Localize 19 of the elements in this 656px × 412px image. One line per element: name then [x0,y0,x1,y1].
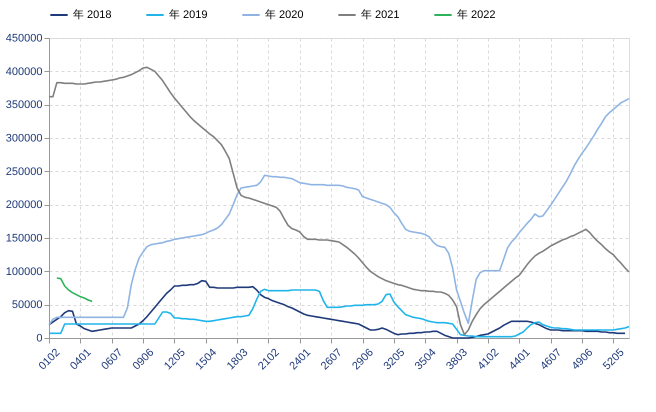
legend-label: 年 2019 [169,9,208,21]
y-tick-label: 0 [36,332,42,344]
legend-label: 年 2020 [265,9,304,21]
y-tick-label: 50000 [12,299,42,312]
y-tick-label: 100000 [6,266,42,278]
legend-label: 年 2022 [457,9,496,21]
line-series [48,98,630,326]
y-tick-label: 300000 [6,132,42,144]
legend-label: 年 2021 [361,9,400,21]
y-tick-label: 350000 [6,99,42,112]
y-tick-label: 400000 [6,66,42,78]
y-tick-label: 250000 [6,166,42,178]
y-tick-label: 450000 [6,32,42,44]
legend-label: 年 2018 [73,9,112,21]
line-series [56,277,93,302]
line-series [48,66,630,336]
line-series [48,280,626,339]
y-tick-label: 150000 [6,232,42,244]
y-tick-label: 200000 [6,199,42,212]
